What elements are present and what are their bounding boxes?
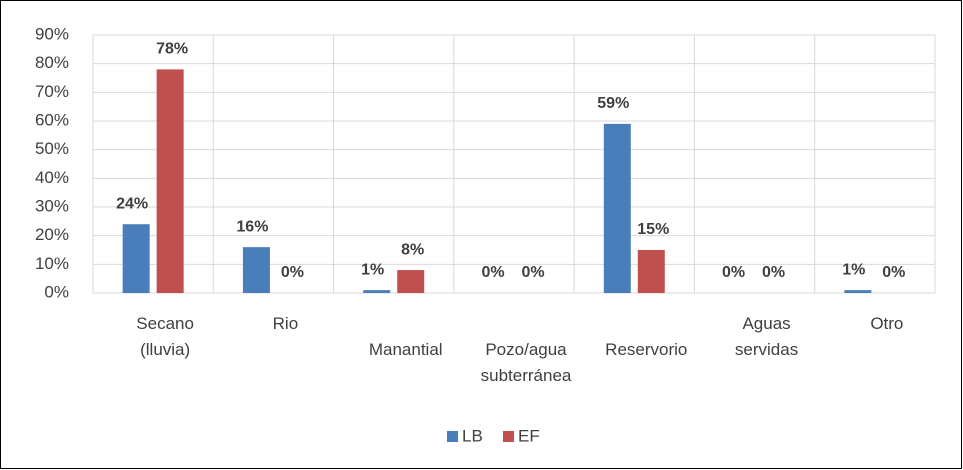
x-tick-label-line: Reservorio — [605, 340, 687, 359]
value-label: 24% — [116, 195, 148, 212]
x-tick-label-line: Aguas — [742, 314, 790, 333]
x-tick-label: Reservorio — [605, 340, 687, 359]
value-label: 16% — [236, 218, 268, 235]
bar — [363, 290, 391, 293]
y-tick-label: 70% — [35, 82, 69, 101]
y-tick-label: 40% — [35, 168, 69, 187]
x-tick-label-line: Pozo/agua — [485, 340, 567, 359]
x-tick-label-line: Rio — [273, 314, 299, 333]
bar — [603, 123, 631, 293]
bar — [156, 69, 184, 294]
y-tick-label: 30% — [35, 196, 69, 215]
y-tick-label: 60% — [35, 110, 69, 129]
x-tick-label-line: (lluvia) — [140, 340, 190, 359]
x-tick-label: Otro — [870, 314, 903, 333]
x-tick-label-line: servidas — [735, 340, 798, 359]
legend-label: EF — [518, 426, 540, 445]
value-label: 1% — [842, 261, 865, 278]
x-tick-label: Aguas servidas — [735, 314, 798, 359]
value-label: 1% — [361, 261, 384, 278]
x-tick-label: Secano (lluvia) — [136, 314, 194, 359]
value-label: 0% — [481, 264, 504, 281]
value-label: 78% — [156, 41, 188, 58]
x-tick-label: Rio — [273, 314, 299, 333]
bar — [844, 290, 872, 293]
value-label: 0% — [521, 264, 544, 281]
x-tick-label-line: subterránea — [481, 366, 572, 385]
y-tick-label: 10% — [35, 254, 69, 273]
bar — [397, 270, 425, 293]
value-label: 0% — [281, 264, 304, 281]
y-tick-label: 80% — [35, 53, 69, 72]
bar — [242, 247, 270, 293]
x-tick-label: Manantial — [369, 340, 443, 359]
x-tick-label-line: Manantial — [369, 340, 443, 359]
y-tick-label: 50% — [35, 139, 69, 158]
bar — [122, 224, 150, 293]
legend-label: LB — [462, 426, 483, 445]
value-label: 15% — [637, 221, 669, 238]
x-tick-label-line: Otro — [870, 314, 903, 333]
legend-swatch — [503, 431, 514, 442]
value-label: 0% — [722, 264, 745, 281]
value-label: 0% — [762, 264, 785, 281]
y-tick-label: 90% — [35, 24, 69, 43]
legend-swatch — [447, 431, 458, 442]
x-tick-label-line: Secano — [136, 314, 194, 333]
value-label: 0% — [882, 264, 905, 281]
y-tick-label: 20% — [35, 225, 69, 244]
x-tick-label: Pozo/agua subterránea — [481, 340, 572, 385]
value-label: 8% — [401, 241, 424, 258]
value-label: 59% — [597, 95, 629, 112]
bar — [637, 250, 665, 293]
y-tick-label: 0% — [44, 282, 69, 301]
